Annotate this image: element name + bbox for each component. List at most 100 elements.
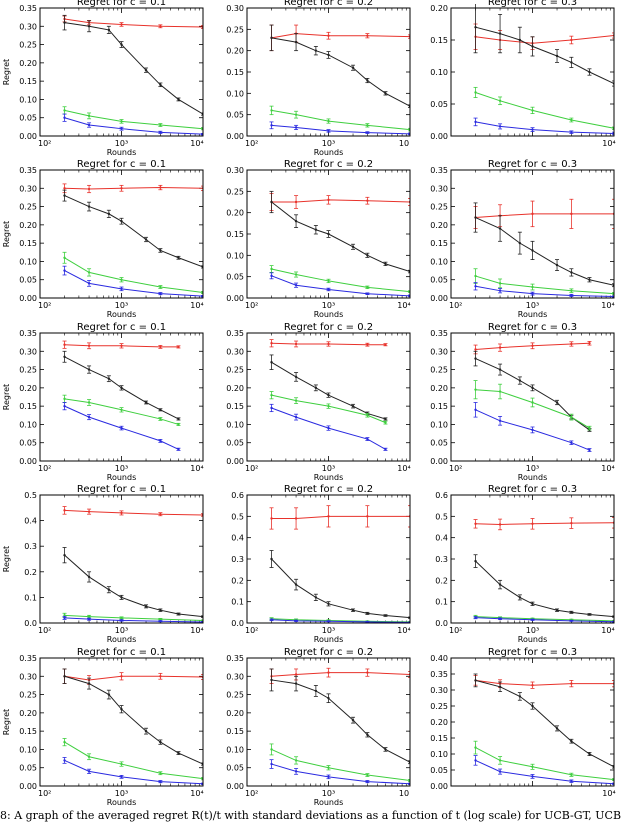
series-blue-point [177, 448, 180, 451]
series-blue-line [271, 763, 410, 785]
y-tick-label: 0.05 [430, 439, 448, 448]
series-green-point [294, 273, 298, 276]
series-green-point [327, 279, 330, 283]
series-blue-point [87, 415, 91, 419]
series-blue-point [159, 292, 162, 295]
series-red-point [531, 212, 534, 216]
series-black-point [63, 553, 66, 557]
series-group [62, 183, 203, 298]
series-black-point [270, 200, 273, 204]
series-green-line [271, 394, 386, 424]
series-black-point [351, 609, 355, 612]
x-tick-label: 10 [399, 789, 409, 798]
series-green-point [531, 109, 534, 112]
series-black-point [270, 557, 273, 561]
series-green-point [120, 120, 123, 123]
y-tick-label: 0.4 [24, 517, 37, 526]
series-red-line [271, 515, 410, 519]
series-black-line [475, 679, 614, 768]
series-blue-point [366, 780, 369, 783]
series-green-point [366, 773, 369, 777]
y-tick-label: 0.25 [226, 366, 244, 375]
series-blue-point [498, 617, 502, 620]
series-green-point [498, 99, 502, 103]
y-tick-label: 0.15 [19, 239, 37, 248]
series-green-point [159, 123, 162, 127]
series-blue-point [570, 294, 573, 297]
series-blue-point [63, 116, 66, 119]
y-tick-label: 0.00 [430, 132, 448, 141]
y-tick-label: 0.00 [19, 294, 37, 303]
panel-title: Regret for c = 0.1 [77, 322, 166, 333]
panel-9: Regret for c = 0.3 0.00 0.05 0.10 0.15 0.20 0.… [430, 322, 615, 482]
y-tick-label: 0.30 [226, 166, 244, 175]
x-axis-label: Rounds [518, 473, 547, 482]
series-blue-point [531, 428, 534, 432]
series-group [62, 340, 181, 451]
series-red-point [120, 187, 123, 190]
y-tick-label: 0.10 [226, 420, 244, 429]
x-tick-label: 10² [38, 789, 51, 798]
y-tick-label: 0.30 [430, 347, 448, 356]
series-black-point [177, 612, 180, 616]
series-blue-point [87, 282, 91, 285]
series-black-point [384, 262, 387, 266]
x-tick-label: 10² [38, 626, 51, 635]
series-red-point [570, 682, 573, 685]
series-black-point [144, 729, 148, 733]
y-tick-label: 0.20 [430, 384, 448, 393]
y-tick-label: 0.20 [226, 709, 244, 718]
y-tick-label: 0.25 [226, 691, 244, 700]
series-blue-point [327, 775, 330, 779]
series-group [269, 190, 410, 298]
y-tick-label: 0.15 [19, 727, 37, 736]
y-tick-label: 0.1 [24, 593, 37, 602]
series-black-point [384, 748, 387, 751]
series-group [473, 517, 614, 623]
y-tick-label: 0.25 [19, 203, 37, 212]
x-tick-label: 10⁴ [601, 464, 614, 473]
series-green-point [474, 746, 477, 749]
series-blue-point [294, 770, 298, 773]
series-blue-line [64, 270, 203, 297]
y-tick-label: 0.30 [19, 347, 37, 356]
series-black-point [570, 740, 573, 743]
y-tick-label: 0.25 [19, 41, 37, 50]
y-tick-label: 0.10 [430, 420, 448, 429]
y-tick-label: 0.10 [19, 95, 37, 104]
series-red-point [159, 25, 162, 28]
series-blue-point [63, 759, 66, 762]
series-red-point [270, 517, 273, 520]
series-blue-point [294, 284, 298, 287]
series-black-point [87, 205, 91, 208]
series-black-point [314, 689, 318, 693]
series-group [269, 339, 388, 451]
y-tick-label: 0.10 [19, 745, 37, 754]
series-black-point [327, 602, 330, 605]
series-blue-point [294, 126, 298, 129]
series-red-point [159, 675, 162, 678]
series-red-point [87, 344, 91, 347]
x-tick-label: 10² [38, 464, 51, 473]
series-blue-line [475, 759, 614, 785]
x-tick-label: 10² [245, 464, 258, 473]
series-red-line [271, 672, 410, 677]
series-green-line [64, 741, 203, 780]
series-blue-point [327, 426, 330, 430]
y-tick-label: 0.10 [226, 745, 244, 754]
series-green-point [87, 615, 91, 618]
series-red-line [271, 33, 410, 39]
y-tick-label: 0.30 [19, 22, 37, 31]
x-tick-label: 10³ [115, 139, 128, 148]
panel-title: Regret for c = 0.1 [77, 159, 166, 170]
y-tick-label: 0.35 [226, 654, 244, 663]
series-black-point [159, 740, 162, 744]
series-red-point [159, 186, 162, 189]
y-tick-label: 0.0 [231, 619, 244, 628]
series-green-point [63, 740, 66, 744]
x-tick-label: 10³ [322, 301, 335, 310]
series-green-line [64, 109, 203, 130]
series-group [473, 4, 614, 136]
series-green-point [498, 759, 502, 762]
series-blue-point [327, 288, 330, 291]
